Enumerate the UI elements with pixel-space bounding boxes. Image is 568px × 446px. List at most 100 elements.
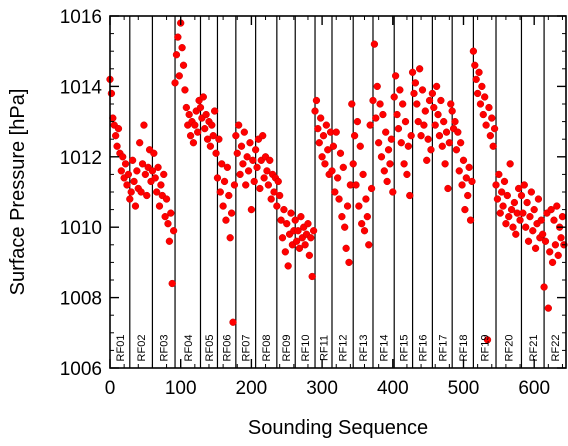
- flight-label: RF05: [204, 335, 216, 362]
- data-point: [509, 223, 517, 231]
- data-point: [247, 205, 256, 214]
- y-axis: 1006 1008 1010 1012 1014 1016: [60, 7, 566, 380]
- data-point: [341, 223, 349, 231]
- data-point: [218, 160, 226, 168]
- data-point: [454, 128, 462, 136]
- data-point: [452, 146, 461, 154]
- data-point: [237, 142, 246, 150]
- flight-label: RF10: [300, 335, 312, 362]
- data-point: [242, 181, 250, 189]
- flight-label: RF16: [417, 335, 429, 362]
- data-point: [270, 188, 278, 196]
- data-point: [396, 86, 404, 94]
- data-point: [529, 227, 537, 235]
- data-point: [400, 160, 408, 168]
- data-point: [407, 132, 415, 140]
- data-point: [229, 318, 237, 326]
- data-point: [232, 132, 240, 140]
- x-tick-label: 0: [105, 378, 116, 399]
- data-point: [490, 124, 499, 133]
- data-points: [106, 19, 568, 344]
- data-point: [377, 153, 386, 161]
- data-point: [225, 191, 233, 200]
- data-point: [216, 188, 224, 196]
- data-point: [164, 220, 172, 228]
- data-point: [531, 244, 540, 252]
- data-point: [416, 65, 424, 73]
- data-point: [267, 195, 275, 203]
- data-point: [266, 156, 274, 164]
- data-point: [154, 163, 162, 172]
- data-point: [153, 188, 161, 196]
- y-tick-label: 1014: [60, 77, 103, 98]
- data-point: [459, 156, 468, 164]
- data-point: [123, 181, 131, 189]
- y-tick-label: 1006: [60, 359, 102, 380]
- data-point: [311, 107, 319, 115]
- data-point: [112, 132, 120, 140]
- data-point: [338, 212, 346, 221]
- data-point: [427, 146, 435, 154]
- data-point: [524, 237, 533, 245]
- data-point: [199, 93, 207, 101]
- data-point: [455, 167, 463, 175]
- data-point: [516, 216, 524, 224]
- data-point: [411, 79, 420, 87]
- data-point: [468, 177, 476, 186]
- data-point: [358, 220, 366, 228]
- data-point: [138, 160, 147, 168]
- data-point: [168, 279, 176, 288]
- data-point: [417, 132, 425, 140]
- data-point: [343, 202, 352, 210]
- data-point: [210, 107, 219, 115]
- data-point: [461, 205, 469, 214]
- data-point: [179, 61, 188, 69]
- data-point: [240, 128, 248, 136]
- data-point: [373, 82, 381, 91]
- data-point: [324, 146, 332, 154]
- data-point: [404, 142, 412, 150]
- data-point: [486, 132, 495, 140]
- data-point: [557, 234, 565, 242]
- data-point: [403, 170, 411, 179]
- data-point: [539, 230, 547, 238]
- data-point: [372, 114, 380, 122]
- data-point: [522, 223, 530, 231]
- data-point: [244, 167, 253, 175]
- data-point: [342, 244, 350, 252]
- data-point: [230, 181, 239, 189]
- data-point: [493, 195, 502, 203]
- x-tick-label: 400: [377, 378, 409, 399]
- data-point: [428, 89, 437, 98]
- data-point: [155, 202, 164, 210]
- data-point: [191, 121, 199, 129]
- flight-label: RF21: [528, 335, 540, 362]
- flight-label: RF18: [458, 335, 470, 362]
- data-point: [117, 167, 125, 175]
- data-point: [167, 209, 175, 217]
- data-point: [444, 184, 452, 193]
- data-point: [131, 202, 140, 210]
- y-tick-label: 1016: [60, 7, 102, 28]
- data-point: [263, 167, 271, 175]
- data-point: [472, 75, 480, 84]
- data-point: [469, 47, 478, 55]
- data-point: [537, 216, 545, 224]
- data-point: [301, 241, 309, 249]
- data-point: [336, 149, 345, 157]
- data-point: [196, 103, 205, 112]
- data-point: [500, 177, 509, 186]
- data-point: [220, 177, 229, 186]
- data-point: [479, 110, 487, 119]
- data-point: [551, 241, 560, 249]
- data-point: [107, 89, 116, 98]
- data-point: [206, 142, 215, 150]
- data-point: [462, 174, 470, 182]
- data-point: [208, 121, 216, 129]
- y-axis-title: Surface Pressure [hPa]: [7, 89, 29, 296]
- data-point: [222, 216, 230, 224]
- data-point: [181, 86, 189, 94]
- data-point: [189, 139, 198, 147]
- data-point: [553, 202, 561, 210]
- data-point: [319, 132, 328, 140]
